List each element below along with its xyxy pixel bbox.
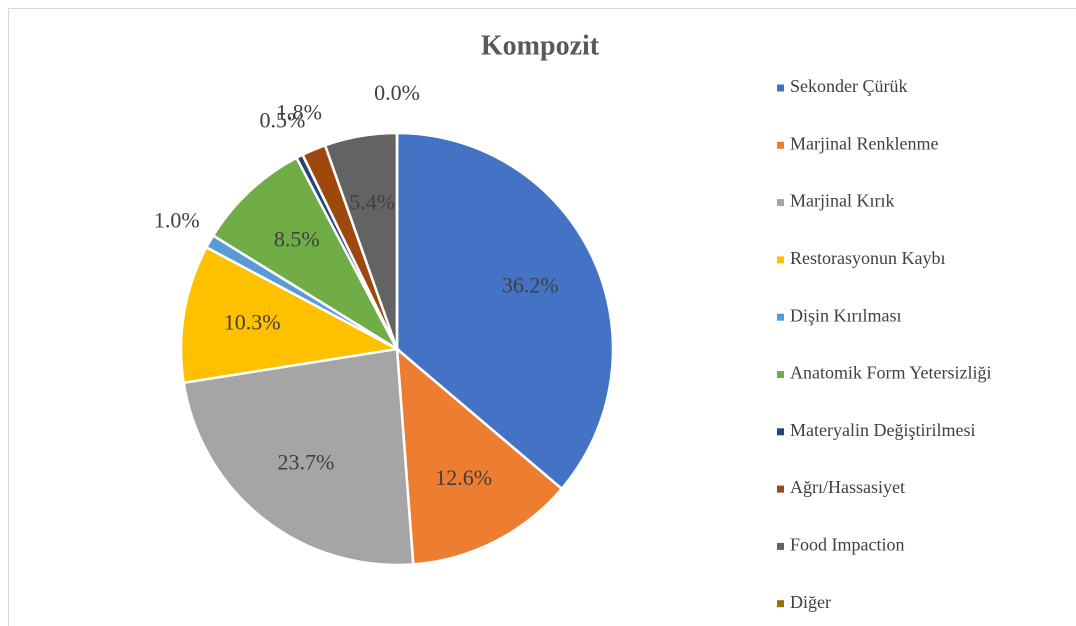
legend-label: Dişin Kırılması (790, 305, 902, 325)
legend-marker (777, 141, 784, 149)
legend-marker (777, 371, 784, 378)
pie-slice (395, 131, 615, 491)
data-label: 0.0% (374, 80, 420, 105)
legend-marker (777, 542, 784, 550)
legend-marker (777, 485, 784, 493)
data-label: 12.6% (435, 465, 492, 490)
legend-marker (777, 199, 784, 207)
legend-label: Ağrı/Hassasiyet (790, 477, 905, 497)
legend-label: Marjinal Renklenme (790, 133, 938, 153)
legend-label: Marjinal Kırık (790, 191, 894, 211)
pie-slice (211, 156, 401, 353)
legend-label: Restorasyonun Kaybı (790, 248, 945, 268)
pie-slice (182, 347, 415, 567)
pie-slice (179, 245, 401, 385)
data-label: 23.7% (277, 449, 334, 474)
legend-label: Materyalin Değiştirilmesi (790, 420, 975, 440)
legend-marker (777, 428, 784, 436)
legend-label: Anatomik Form Yetersizliği (790, 363, 992, 383)
legend-label: Diğer (790, 592, 831, 612)
legend-label: Food Impaction (790, 535, 905, 555)
legend-marker (777, 84, 784, 92)
legend-label: Sekonder Çürük (790, 76, 907, 96)
data-label: 1.0% (154, 208, 200, 233)
data-label: 10.3% (224, 310, 281, 335)
data-label: 5.4% (349, 189, 395, 214)
legend-marker (777, 313, 784, 321)
chart-title: Kompozit (481, 30, 600, 61)
legend-marker (777, 600, 784, 608)
data-label: 36.2% (502, 272, 559, 297)
data-label: 0.5% (259, 107, 305, 132)
pie-slice (395, 346, 564, 566)
data-label: 1.8% (276, 100, 322, 125)
data-label: 8.5% (274, 227, 320, 252)
legend-marker (777, 256, 784, 264)
